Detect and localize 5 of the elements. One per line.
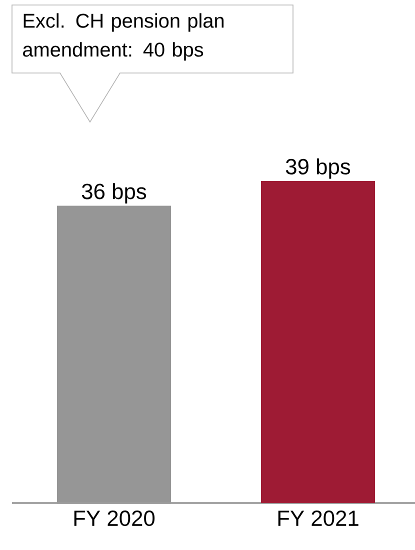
text: Excl. CH pension plan amendment: 40 bps: [23, 13, 224, 61]
x-tick-label: FY 2021: [278, 510, 358, 526]
data-label: 36 bps: [82, 183, 146, 204]
x-tick-label: FY 2020: [74, 510, 155, 526]
data-label: 39 bps: [286, 158, 350, 179]
